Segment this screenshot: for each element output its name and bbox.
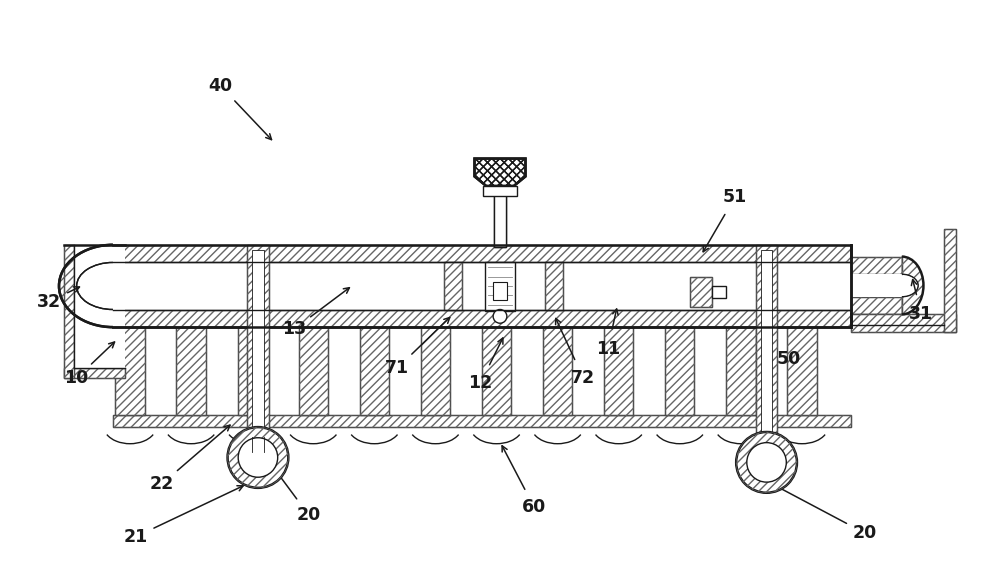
Bar — [421, 327, 450, 416]
Bar — [665, 327, 694, 416]
Text: 13: 13 — [282, 320, 306, 338]
Bar — [360, 327, 389, 416]
Bar — [756, 245, 777, 461]
Text: 40: 40 — [209, 77, 233, 95]
Circle shape — [747, 443, 786, 482]
Bar — [851, 256, 902, 315]
Bar — [113, 245, 851, 262]
Bar — [113, 262, 851, 310]
Bar — [64, 245, 74, 378]
Text: 32: 32 — [37, 292, 61, 311]
Bar — [851, 297, 902, 315]
Bar — [690, 277, 712, 307]
Bar — [944, 229, 956, 332]
Bar — [851, 315, 956, 332]
Bar — [252, 250, 264, 451]
Bar — [482, 327, 511, 416]
Text: 11: 11 — [596, 340, 620, 358]
Circle shape — [228, 427, 288, 488]
Bar — [113, 245, 851, 262]
Bar — [851, 256, 902, 274]
Bar — [238, 327, 267, 416]
Bar — [113, 416, 851, 427]
Text: 71: 71 — [385, 359, 409, 377]
Text: 20: 20 — [297, 506, 321, 524]
Bar — [545, 262, 563, 310]
Bar — [494, 186, 506, 247]
Bar — [851, 274, 902, 297]
Bar — [543, 327, 572, 416]
Bar — [944, 229, 956, 332]
Bar — [604, 327, 633, 416]
Bar — [787, 327, 817, 416]
Bar — [113, 416, 851, 427]
Bar — [483, 186, 517, 196]
Bar — [482, 327, 511, 416]
Text: 31: 31 — [909, 306, 933, 323]
Bar — [712, 286, 726, 298]
Bar — [247, 245, 269, 457]
Bar — [665, 327, 694, 416]
Bar — [299, 327, 328, 416]
Text: 72: 72 — [571, 369, 595, 387]
Polygon shape — [902, 256, 923, 315]
Bar — [726, 327, 756, 416]
Polygon shape — [59, 245, 113, 327]
Circle shape — [238, 438, 278, 477]
Bar — [851, 297, 902, 315]
Bar — [176, 327, 206, 416]
Bar — [726, 327, 756, 416]
Bar — [494, 186, 506, 247]
Text: 20: 20 — [852, 524, 877, 542]
Bar — [851, 256, 902, 274]
Bar — [360, 327, 389, 416]
Bar — [444, 262, 462, 310]
Bar — [113, 310, 851, 327]
Text: 60: 60 — [522, 498, 546, 516]
Bar — [115, 327, 145, 416]
Bar — [787, 327, 817, 416]
Bar — [690, 277, 712, 307]
Bar — [851, 315, 956, 332]
Bar — [444, 262, 462, 310]
Text: 12: 12 — [468, 374, 493, 392]
Bar — [761, 250, 772, 457]
Bar — [64, 245, 74, 378]
Bar — [64, 368, 125, 378]
Polygon shape — [475, 158, 525, 186]
Text: 51: 51 — [723, 188, 747, 206]
Bar — [493, 282, 507, 300]
Bar — [176, 327, 206, 416]
Circle shape — [493, 310, 507, 323]
Bar — [545, 262, 563, 310]
Bar — [543, 327, 572, 416]
Bar — [247, 245, 269, 457]
Bar — [74, 245, 125, 368]
Bar — [485, 262, 515, 311]
Text: 50: 50 — [777, 349, 801, 368]
Circle shape — [736, 432, 797, 492]
Text: 10: 10 — [65, 369, 89, 387]
Bar — [113, 310, 851, 327]
Text: 21: 21 — [123, 528, 148, 546]
Text: 22: 22 — [150, 475, 174, 493]
Bar — [299, 327, 328, 416]
Bar — [756, 245, 777, 461]
Bar — [115, 327, 145, 416]
Bar — [64, 368, 125, 378]
Bar — [238, 327, 267, 416]
Bar — [421, 327, 450, 416]
Bar — [604, 327, 633, 416]
